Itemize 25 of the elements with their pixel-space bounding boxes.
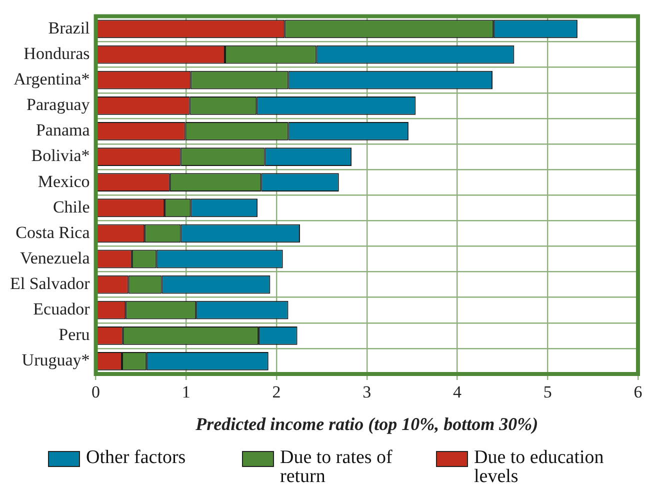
y-tick-label: Panama: [36, 120, 90, 140]
y-tick-label: Chile: [52, 197, 90, 216]
x-axis-title: Predicted income ratio (top 10%, bottom 30%): [194, 414, 538, 434]
x-tick-label: 3: [362, 382, 372, 402]
legend-label: Other factors: [86, 447, 187, 468]
x-tick-label: 1: [182, 382, 190, 402]
x-tick-label: 6: [634, 382, 642, 402]
y-tick-label: Peru: [58, 325, 90, 344]
y-tick-label: Honduras: [24, 44, 90, 64]
legend-label: Due to education levels: [474, 447, 604, 487]
x-tick-label: 5: [543, 382, 552, 402]
y-tick-label: Costa Rica: [16, 222, 90, 242]
y-tick-label: Ecuador: [33, 300, 90, 319]
y-tick-label: Mexico: [38, 172, 90, 191]
x-tick-label: 2: [272, 382, 281, 402]
y-tick-label: Uruguay*: [22, 350, 90, 370]
y-tick-label: Brazil: [48, 18, 90, 38]
y-tick-label: Argentina*: [14, 70, 90, 89]
y-tick-label: Venezuela: [20, 248, 90, 268]
x-tick-label: 4: [453, 382, 462, 402]
x-tick-label: 0: [92, 382, 100, 402]
y-tick-label: El Salvador: [10, 274, 90, 294]
y-tick-label: Paraguay: [26, 95, 90, 114]
legend-label: Due to rates of return: [280, 447, 394, 487]
y-tick-label: Bolivia*: [31, 146, 90, 166]
